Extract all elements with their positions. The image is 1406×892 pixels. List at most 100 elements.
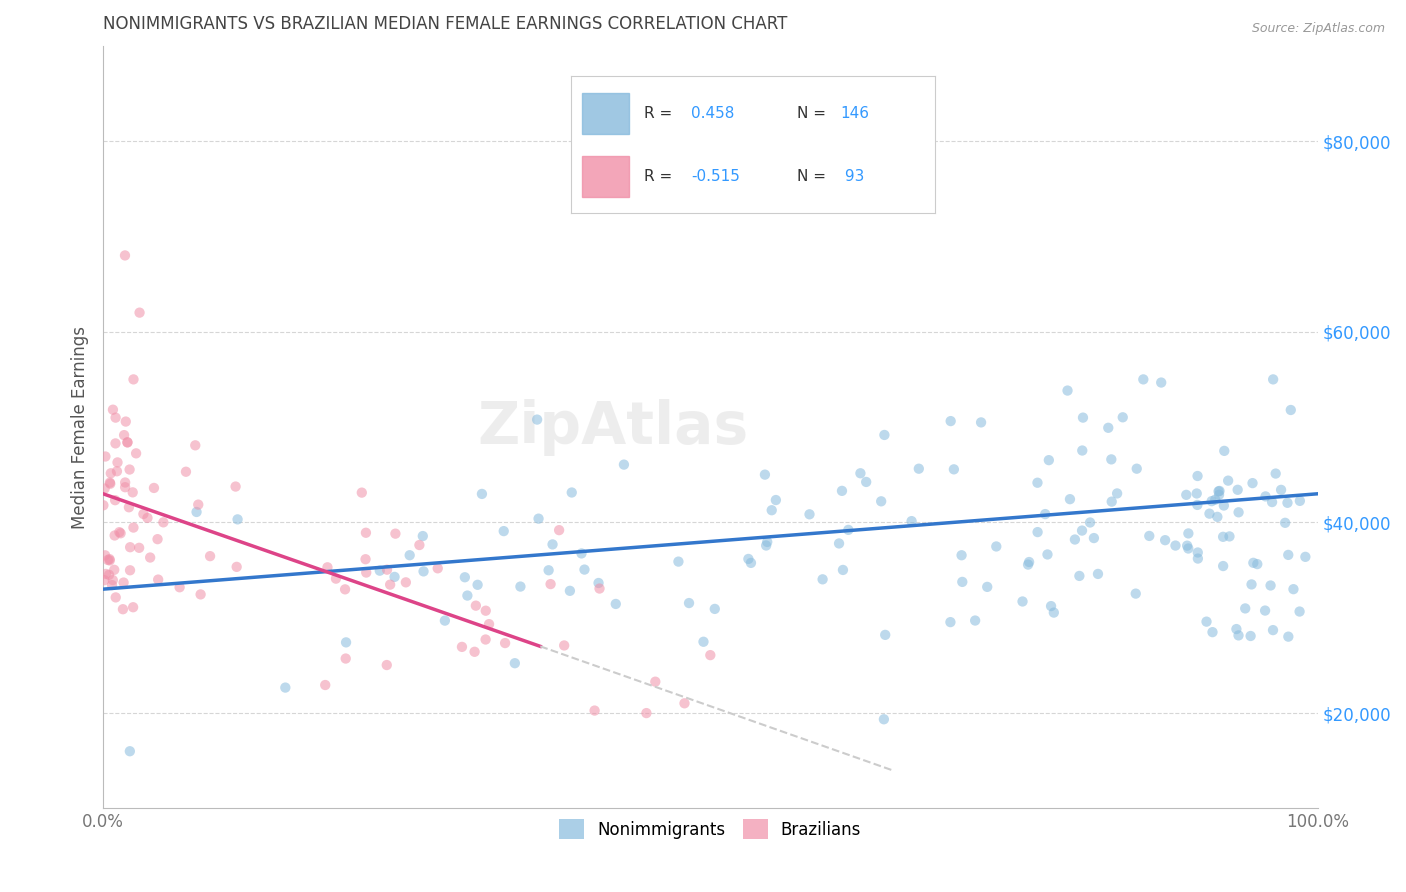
Point (754, 467, 776, 482)
Point (1234, 601, 1257, 615)
Point (1177, 541, 1199, 556)
Point (225, 479, 247, 493)
Point (378, 577, 401, 591)
Point (354, 566, 377, 580)
Point (740, 556, 762, 570)
Point (94, 450, 117, 464)
Point (333, 582, 356, 597)
Point (1185, 486, 1208, 500)
Point (384, 570, 406, 584)
Point (118, 462, 141, 476)
Point (132, 507, 155, 521)
Point (561, 485, 583, 500)
Point (1011, 594, 1033, 608)
Point (316, 560, 339, 574)
Point (1279, 403, 1302, 417)
Point (375, 563, 398, 577)
Point (494, 636, 516, 650)
Point (1164, 539, 1187, 553)
Point (1274, 516, 1296, 530)
Point (408, 538, 430, 552)
Point (1208, 488, 1230, 502)
Point (1101, 494, 1123, 508)
Point (832, 563, 855, 577)
Point (108, 525, 131, 540)
Point (1198, 507, 1220, 521)
Point (1241, 556, 1264, 570)
Point (122, 372, 145, 386)
Point (1204, 492, 1226, 507)
Point (146, 532, 169, 546)
Point (169, 580, 191, 594)
Point (375, 658, 398, 673)
Point (464, 645, 486, 659)
Point (471, 487, 494, 501)
Point (1227, 628, 1250, 642)
Point (1071, 410, 1094, 425)
Point (467, 578, 489, 592)
Point (1038, 453, 1060, 467)
Point (100, 467, 122, 481)
Point (98, 476, 121, 491)
Point (114, 248, 136, 262)
Point (950, 574, 973, 589)
Point (1261, 495, 1284, 509)
Point (537, 563, 560, 577)
Point (335, 651, 357, 665)
Point (1282, 582, 1305, 597)
Point (433, 614, 456, 628)
Point (873, 428, 896, 442)
Point (873, 712, 896, 726)
Point (1187, 469, 1209, 483)
Point (1239, 629, 1261, 643)
Point (1150, 376, 1173, 390)
Point (1218, 529, 1240, 543)
Point (117, 435, 139, 450)
Point (101, 573, 124, 587)
Point (831, 483, 853, 498)
Point (354, 552, 377, 566)
Point (761, 503, 783, 517)
Point (1097, 421, 1119, 435)
Point (118, 563, 141, 577)
Point (1225, 622, 1247, 636)
Point (474, 632, 496, 647)
Point (1083, 531, 1105, 545)
Point (668, 555, 690, 569)
Text: ZipAtlas: ZipAtlas (478, 399, 749, 456)
Point (1226, 483, 1249, 497)
Point (1017, 558, 1039, 572)
Point (1187, 551, 1209, 566)
Point (588, 576, 610, 591)
Point (105, 464, 128, 478)
Point (1018, 555, 1040, 569)
Point (613, 458, 636, 472)
Point (811, 572, 834, 586)
Point (1043, 606, 1066, 620)
Point (875, 628, 897, 642)
Point (187, 498, 209, 512)
Point (1187, 545, 1209, 559)
Point (1270, 483, 1292, 497)
Point (198, 549, 221, 563)
Point (1212, 530, 1234, 544)
Point (1033, 507, 1056, 521)
Point (939, 615, 962, 629)
Point (1208, 483, 1230, 498)
Point (354, 525, 377, 540)
Point (146, 573, 169, 587)
Point (737, 552, 759, 566)
Point (1078, 516, 1101, 530)
Point (1254, 603, 1277, 617)
Point (184, 438, 207, 452)
Point (1187, 498, 1209, 512)
Point (837, 523, 859, 537)
Point (574, 563, 596, 577)
Point (1137, 529, 1160, 543)
Point (454, 570, 477, 584)
Point (1260, 578, 1282, 592)
Point (1277, 630, 1299, 644)
Point (98, 553, 121, 567)
Point (121, 485, 143, 500)
Point (765, 493, 787, 508)
